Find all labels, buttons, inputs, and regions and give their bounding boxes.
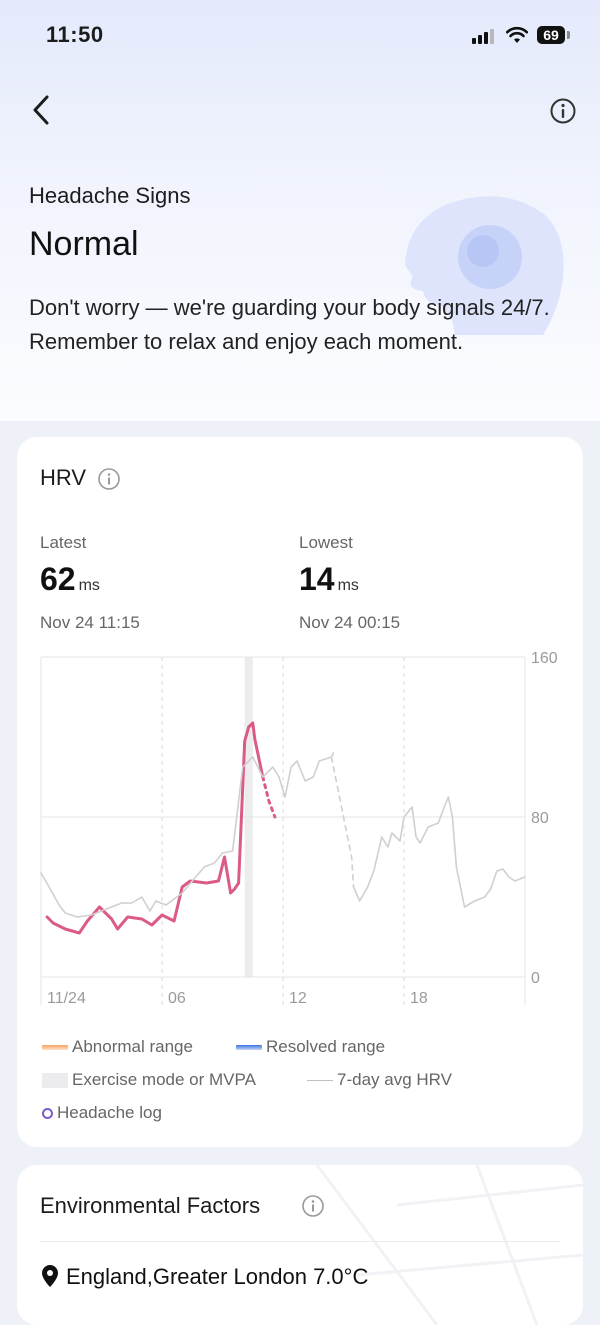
abnormal-swatch bbox=[42, 1045, 68, 1051]
hrv-card: HRV Latest 62 ms Nov 24 11:15 Lowest 14 ms… bbox=[17, 437, 583, 1147]
headache-status: Normal bbox=[29, 225, 139, 263]
info-icon[interactable] bbox=[549, 97, 577, 125]
latest-label: Latest bbox=[40, 533, 87, 552]
x-tick-label: 18 bbox=[410, 990, 428, 1007]
page-subtitle: Headache Signs bbox=[29, 183, 191, 208]
hrv-title: HRV bbox=[40, 465, 87, 490]
latest-number: 62 bbox=[40, 561, 76, 597]
location-row: England,Greater London 7.0°C bbox=[40, 1264, 368, 1290]
avg-hrv-series-line bbox=[352, 796, 526, 908]
legend-headache: Headache log bbox=[42, 1103, 162, 1123]
x-tick-label: 06 bbox=[168, 990, 186, 1007]
legend-exercise: Exercise mode or MVPA bbox=[42, 1070, 256, 1090]
latest-time: Nov 24 11:15 bbox=[40, 613, 140, 632]
hrv-chart[interactable]: 160 80 0 11/24 06 12 18 bbox=[17, 637, 583, 1017]
header-section: 11:50 69 Headache Signs Normal Don't wor… bbox=[0, 0, 600, 421]
avg-hrv-series-line bbox=[330, 756, 355, 888]
env-title: Environmental Factors bbox=[40, 1193, 261, 1218]
status-time: 11:50 bbox=[46, 22, 104, 47]
x-tick-label: 12 bbox=[289, 990, 307, 1007]
latest-value: 62 ms bbox=[40, 561, 100, 598]
resolved-swatch bbox=[236, 1045, 262, 1051]
info-icon[interactable] bbox=[97, 467, 121, 491]
lowest-unit: ms bbox=[337, 577, 359, 594]
lowest-label: Lowest bbox=[299, 533, 353, 552]
avg-swatch bbox=[307, 1080, 333, 1082]
info-icon[interactable] bbox=[301, 1194, 325, 1218]
divider bbox=[40, 1241, 560, 1242]
battery-nub bbox=[567, 31, 570, 39]
latest-unit: ms bbox=[78, 577, 100, 594]
map-background bbox=[315, 1165, 583, 1325]
avg-hrv-series-line bbox=[40, 752, 335, 918]
x-tick-label: 11/24 bbox=[47, 990, 86, 1007]
wifi-icon bbox=[506, 26, 528, 43]
battery-level: 69 bbox=[543, 27, 559, 43]
legend-avg-label: 7-day avg HRV bbox=[337, 1070, 452, 1089]
head-silhouette-icon bbox=[405, 196, 564, 335]
environmental-factors-card: Environmental Factors England,Greater Lo… bbox=[17, 1165, 583, 1325]
headache-log-swatch bbox=[42, 1108, 53, 1120]
status-description: Don't worry — we're guarding your body s… bbox=[29, 295, 550, 354]
y-tick-label: 80 bbox=[531, 810, 549, 827]
location-pin-icon bbox=[42, 1265, 58, 1287]
cellular-signal-icon bbox=[472, 29, 494, 44]
legend-abnormal: Abnormal range bbox=[42, 1037, 193, 1057]
lowest-value: 14 ms bbox=[299, 561, 359, 598]
hrv-series-line bbox=[261, 775, 277, 819]
legend-headache-label: Headache log bbox=[57, 1103, 162, 1122]
battery-icon: 69 bbox=[537, 26, 565, 44]
lowest-time: Nov 24 00:15 bbox=[299, 613, 401, 632]
legend-resolved-label: Resolved range bbox=[266, 1037, 386, 1056]
legend-abnormal-label: Abnormal range bbox=[72, 1037, 193, 1056]
y-tick-label: 160 bbox=[531, 650, 558, 667]
y-tick-label: 0 bbox=[531, 970, 540, 987]
back-chevron-icon[interactable] bbox=[26, 92, 58, 128]
lowest-number: 14 bbox=[299, 561, 335, 597]
exercise-swatch bbox=[42, 1073, 68, 1089]
legend-exercise-label: Exercise mode or MVPA bbox=[72, 1070, 256, 1089]
legend-resolved: Resolved range bbox=[236, 1037, 385, 1057]
legend-avg: 7-day avg HRV bbox=[307, 1070, 452, 1090]
hrv-series-line bbox=[45, 721, 265, 935]
status-bar: 11:50 69 bbox=[0, 0, 600, 70]
location-text: England,Greater London 7.0°C bbox=[66, 1264, 369, 1289]
